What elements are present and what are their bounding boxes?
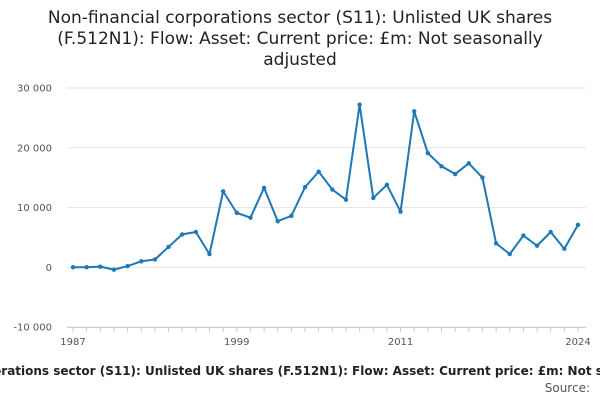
chart-title-line-3: adjusted <box>263 50 337 70</box>
data-point <box>371 195 376 201</box>
data-point <box>207 251 212 257</box>
x-tick-label: 2024 <box>565 337 590 348</box>
data-point <box>98 264 103 269</box>
series-line-group <box>73 103 579 271</box>
series-points <box>70 102 581 272</box>
x-tick-label: 2011 <box>388 337 413 348</box>
data-point <box>193 229 199 235</box>
y-tick-label: 0 <box>46 263 52 274</box>
footer-source: Source: <box>544 381 590 395</box>
grid-lines <box>67 87 586 328</box>
series-line <box>73 103 579 271</box>
data-point <box>439 164 444 169</box>
data-point <box>480 175 485 180</box>
chart-title: Non-financial corporations sector (S11):… <box>0 8 600 71</box>
chart-title-line-2: (F.512N1): Flow: Asset: Current price: £… <box>57 29 543 49</box>
footer-caption-text: Non-financial corporations sector (S11):… <box>0 364 600 378</box>
data-point <box>425 150 431 156</box>
data-point <box>384 182 390 187</box>
data-point <box>125 263 130 269</box>
data-point <box>466 161 472 166</box>
data-point <box>84 265 89 270</box>
data-point <box>534 243 540 248</box>
data-point <box>548 229 553 235</box>
data-point <box>562 246 567 251</box>
data-point <box>398 209 403 214</box>
y-tick-label: 20 000 <box>17 143 52 154</box>
y-tick-label: -10 000 <box>13 323 52 334</box>
data-point <box>248 215 253 220</box>
data-point <box>139 259 144 264</box>
data-point <box>316 169 321 174</box>
x-tick-label: 1987 <box>60 337 85 348</box>
data-point <box>521 233 526 238</box>
data-point <box>330 187 335 192</box>
data-point <box>452 171 458 177</box>
data-point <box>275 219 280 224</box>
data-point <box>70 265 76 270</box>
data-point <box>166 244 171 250</box>
data-point <box>261 185 267 190</box>
y-tick-label: 10 000 <box>17 203 52 214</box>
chart-title-line-1: Non-financial corporations sector (S11):… <box>47 8 553 28</box>
axes: -10 000 0 10 000 20 000 30 000 1987 1999 2011 20… <box>13 84 590 349</box>
data-point <box>220 189 226 194</box>
data-point <box>575 222 581 228</box>
x-tick-label: 1999 <box>224 337 249 348</box>
data-point <box>152 257 158 262</box>
data-point <box>179 232 185 237</box>
data-point <box>302 184 308 190</box>
y-tick-label: 30 000 <box>17 84 52 95</box>
data-point <box>234 210 239 216</box>
data-point <box>507 251 512 257</box>
data-point <box>412 109 417 114</box>
data-point <box>343 197 349 202</box>
data-point <box>357 102 362 107</box>
data-point <box>111 267 117 272</box>
footer-caption: Non-financial corporations sector (S11):… <box>0 364 600 378</box>
data-point <box>289 213 294 219</box>
data-point <box>493 241 499 246</box>
